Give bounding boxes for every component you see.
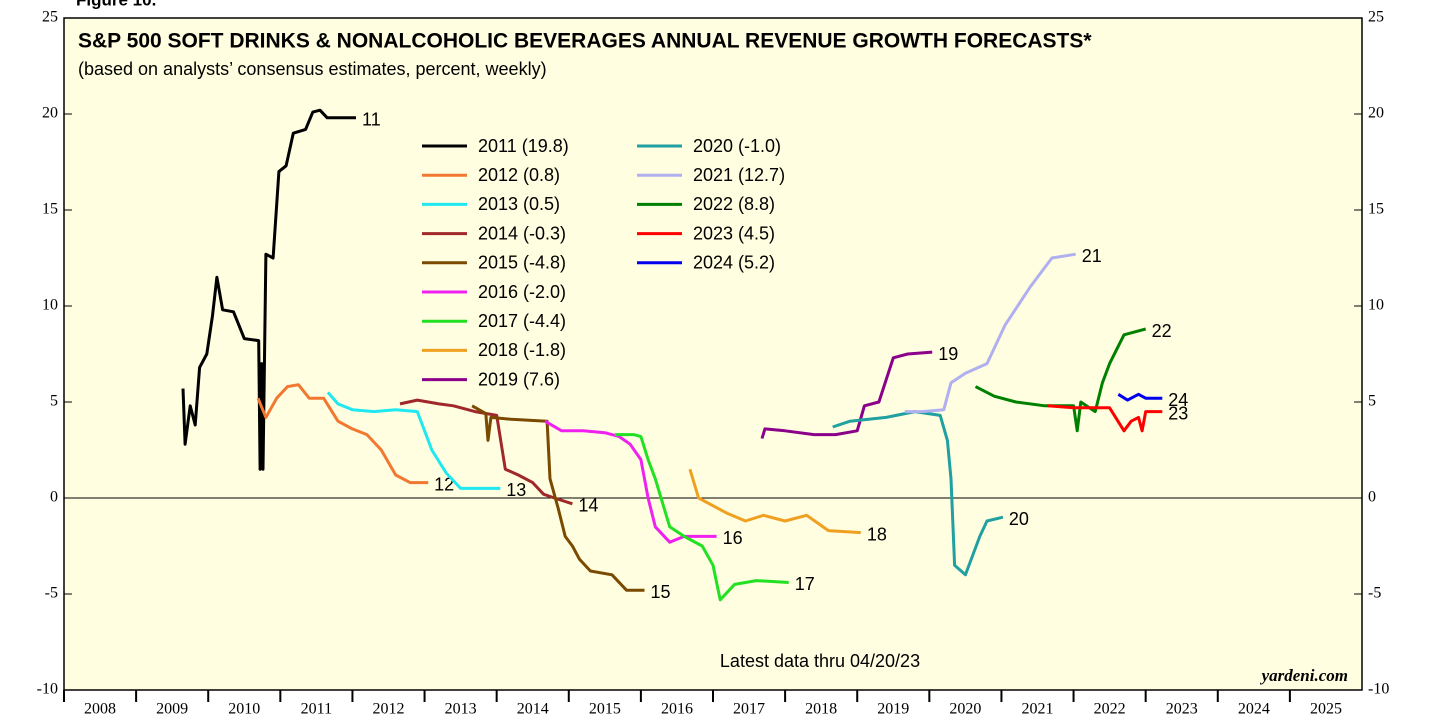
end-label: 12	[434, 474, 454, 494]
y2-tick-label: -10	[1368, 681, 1389, 698]
y2-tick-label: 25	[1368, 9, 1384, 26]
x-tick-label: 2014	[517, 701, 549, 718]
legend-label: 2014 (-0.3)	[478, 223, 566, 243]
x-tick-label: 2016	[661, 701, 693, 718]
end-label: 16	[723, 528, 743, 548]
series-line	[904, 252, 1076, 414]
legend-label: 2016 (-2.0)	[478, 282, 566, 302]
series-line	[544, 419, 717, 544]
x-tick-label: 2018	[805, 701, 837, 718]
series-line	[399, 398, 573, 506]
chart-title: S&P 500 SOFT DRINKS & NONALCOHOLIC BEVER…	[78, 30, 1092, 53]
x-tick-label: 2015	[589, 701, 621, 718]
y-tick-label: 10	[42, 297, 58, 314]
x-tick-label: 2020	[949, 701, 981, 718]
series-line	[974, 327, 1147, 433]
end-label: 21	[1082, 246, 1102, 266]
series-line	[688, 468, 861, 535]
legend-label: 2022 (8.8)	[693, 194, 775, 214]
x-tick-label: 2011	[301, 701, 332, 718]
y2-tick-label: 10	[1368, 297, 1384, 314]
x-tick-label: 2010	[228, 701, 260, 718]
legend-label: 2021 (12.7)	[693, 165, 785, 185]
legend-label: 2024 (5.2)	[693, 253, 775, 273]
y-tick-label: 0	[50, 489, 58, 506]
chart-subtitle: (based on analysts’ consensus estimates,…	[78, 59, 547, 79]
y-tick-label: 25	[42, 9, 58, 26]
series-line	[614, 433, 789, 602]
legend-label: 2020 (-1.0)	[693, 136, 781, 156]
plot-frame	[63, 17, 1363, 691]
x-tick-label: 2009	[156, 701, 188, 718]
legend-label: 2019 (7.6)	[478, 369, 560, 389]
y2-tick-label: -5	[1368, 585, 1381, 602]
y-tick-label: 20	[42, 105, 58, 122]
end-label: 19	[938, 344, 958, 364]
series-line	[471, 404, 645, 592]
x-tick-label: 2012	[373, 701, 405, 718]
legend-label: 2018 (-1.8)	[478, 340, 566, 360]
series-line	[1117, 392, 1163, 402]
y2-tick-label: 0	[1368, 489, 1376, 506]
end-label: 18	[867, 524, 887, 544]
x-tick-label: 2019	[877, 701, 909, 718]
y-tick-label: -5	[45, 585, 58, 602]
x-tick-label: 2017	[733, 701, 765, 718]
legend-label: 2013 (0.5)	[478, 194, 560, 214]
legend-label: 2012 (0.8)	[478, 165, 560, 185]
series-line	[832, 410, 1004, 577]
x-tick-label: 2008	[84, 701, 116, 718]
x-tick-label: 2013	[445, 701, 477, 718]
series-line	[326, 391, 501, 490]
legend-label: 2023 (4.5)	[693, 223, 775, 243]
series-line	[1047, 404, 1163, 433]
end-label: 11	[362, 110, 381, 130]
source: yardeni.com	[1260, 666, 1348, 685]
legend-label: 2015 (-4.8)	[478, 253, 566, 273]
end-label: 24	[1168, 390, 1188, 410]
figure-label: Figure 10.	[76, 0, 156, 9]
annotation: Latest data thru 04/20/23	[720, 651, 920, 671]
x-tick-label: 2022	[1094, 701, 1126, 718]
series-line	[760, 350, 933, 439]
end-label: 22	[1152, 321, 1172, 341]
end-label: 20	[1009, 509, 1029, 529]
end-label: 13	[506, 480, 526, 500]
x-tick-label: 2021	[1022, 701, 1054, 718]
end-label: 23	[1168, 403, 1188, 423]
x-tick-label: 2025	[1310, 701, 1342, 718]
x-tick-label: 2024	[1238, 701, 1270, 718]
series-line	[181, 108, 356, 471]
y2-tick-label: 15	[1368, 201, 1384, 218]
series-line	[256, 383, 429, 485]
y-tick-label: 15	[42, 201, 58, 218]
y-tick-label: -10	[37, 681, 58, 698]
y2-tick-label: 20	[1368, 105, 1384, 122]
legend-label: 2017 (-4.4)	[478, 311, 566, 331]
end-label: 14	[578, 496, 598, 516]
end-label: 15	[650, 582, 670, 602]
x-tick-label: 2023	[1166, 701, 1198, 718]
legend-label: 2011 (19.8)	[478, 136, 569, 156]
y-tick-label: 5	[50, 393, 58, 410]
end-label: 17	[795, 574, 815, 594]
y2-tick-label: 5	[1368, 393, 1376, 410]
